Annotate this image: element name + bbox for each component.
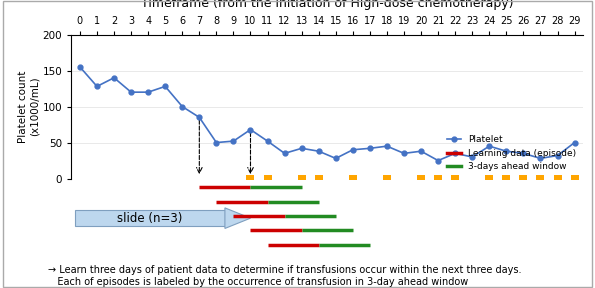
Y-axis label: Platelet count
(x1000/mL): Platelet count (x1000/mL) (18, 70, 40, 143)
Text: slide (n=3): slide (n=3) (117, 212, 183, 225)
Title: Timeframe (from the initiation of High-dose chemotherapy): Timeframe (from the initiation of High-d… (141, 0, 513, 10)
Polygon shape (225, 208, 250, 228)
Legend: Platelet, Learning data (episode), 3-days ahead window: Platelet, Learning data (episode), 3-day… (444, 132, 578, 174)
Text: → Learn three days of patient data to determine if transfusions occur within the: → Learn three days of patient data to de… (48, 265, 521, 287)
Bar (75, 210, 225, 226)
